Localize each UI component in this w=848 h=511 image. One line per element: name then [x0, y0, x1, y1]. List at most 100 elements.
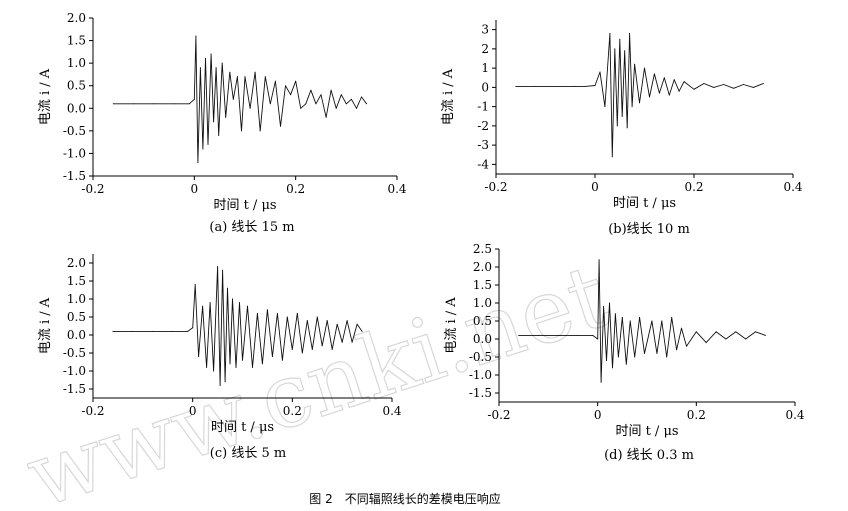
plot-b-y-tick-label: 2	[481, 42, 489, 56]
plot-b-data-point	[634, 63, 636, 65]
plot-b-data-point	[614, 48, 616, 50]
plot-c-data-point	[209, 302, 211, 304]
plot-c-x-tick-label: 0	[189, 404, 197, 418]
plot-d-data-point	[644, 352, 645, 354]
plot-a-y-tick-label: 2.0	[67, 11, 86, 25]
plot-a-series-line	[113, 35, 367, 163]
plot-d-y-label: 电流 i / A	[444, 297, 459, 354]
plot-c-data-point	[261, 363, 263, 365]
plot-b-data-point	[619, 38, 621, 40]
plot-a-data-point	[356, 107, 357, 109]
plot-a-data-point	[205, 58, 206, 60]
plot-b-data-point	[658, 92, 660, 94]
plot-a-data-point	[229, 71, 231, 73]
plot-b-data-point	[649, 96, 650, 98]
plot-c-data-point	[217, 266, 219, 268]
plot-c-data-point	[291, 348, 293, 350]
plot-c-data-point	[242, 359, 243, 361]
plot-c-y-tick-label: -1.5	[63, 382, 86, 396]
plot-b-data-point	[678, 90, 680, 92]
plot-d-data-point	[592, 334, 594, 336]
plot-d-data-point	[671, 316, 673, 318]
plot-b-y-tick-label: -3	[477, 138, 489, 152]
plot-a-data-point	[193, 98, 195, 100]
plot-c-data-point	[321, 345, 323, 347]
plot-b-data-point	[535, 85, 537, 87]
plot-c-data-point	[194, 284, 196, 286]
plot-c-data-point	[213, 370, 215, 372]
plot-a-y-tick-label: 0.0	[67, 101, 86, 115]
plot-a-data-point	[197, 162, 199, 163]
plot-c-data-point	[132, 330, 134, 332]
plot-d-caption: (d) 线长 0.3 m	[604, 448, 694, 463]
plot-d-x-tick-label: 0	[594, 408, 602, 422]
plot-a-data-point	[210, 53, 212, 55]
plot-c-data-point	[227, 287, 228, 289]
plot-a-y-tick-label: -0.5	[63, 124, 86, 138]
plot-d-series-line	[518, 259, 766, 383]
plot-d-data-point	[639, 316, 641, 318]
plot-a-data-point	[241, 130, 242, 132]
plot-b-data-point	[752, 86, 754, 88]
plot-d-data-point	[755, 331, 756, 333]
plot-a-data-point	[199, 67, 201, 69]
plot-a-data-point	[225, 116, 227, 118]
plot-d-y-tick-label: -1.0	[469, 368, 492, 382]
plot-c-data-point	[219, 384, 221, 386]
plot-d-data-point	[656, 352, 658, 354]
plot-b-data-point	[584, 85, 586, 87]
plot-a-data-point	[350, 98, 352, 100]
plot-a-data-point	[290, 94, 292, 96]
plot-a-data-point	[310, 89, 312, 91]
plot-b-data-point	[668, 94, 670, 96]
plot-c-data-point	[235, 366, 237, 368]
plot-d-data-point	[557, 334, 559, 336]
plot-a-y-tick-label: -1.5	[63, 169, 86, 183]
plot-a-data-point	[315, 103, 317, 105]
plot-b-data-point	[624, 50, 626, 52]
plot-a-data-point	[325, 116, 327, 118]
plot-c-data-point	[351, 341, 353, 343]
plot-d-data-point	[695, 331, 697, 333]
plot-b-data-point	[673, 79, 675, 81]
plot-a-data-point	[335, 107, 337, 109]
plot-b-data-point	[723, 84, 725, 85]
plot-d-data-point	[715, 331, 717, 333]
plot-d-y-tick-label: 0.0	[473, 332, 492, 346]
plot-b-data-point	[611, 156, 613, 158]
plot-b-x-tick-label: 0	[591, 180, 599, 194]
plot-b-data-point	[762, 83, 764, 84]
plot-a-data-point	[249, 107, 251, 109]
plot-b-y-label: 电流 i / A	[441, 68, 456, 125]
plot-a-data-point	[295, 80, 297, 82]
plot-b-y-tick-label: 1	[481, 61, 489, 75]
plot-c-x-tick-label: 0.2	[283, 404, 302, 418]
plot-c-data-point	[301, 352, 303, 354]
plot-a-x-label: 时间 t / μs	[213, 198, 276, 213]
plot-d-data-point	[609, 302, 610, 304]
plot-c-data-point	[346, 320, 348, 322]
plot-d-data-point	[598, 259, 600, 261]
plot-a-y-tick-label: 0.5	[67, 79, 86, 93]
plot-b-data-point	[683, 81, 685, 83]
plot-c-y-tick-label: -1.0	[63, 364, 86, 378]
plot-b-data-point	[644, 67, 645, 69]
plot-d-data-point	[735, 331, 737, 333]
plot-a-data-point	[361, 96, 362, 98]
plot-d-y-tick-label: 1.0	[473, 296, 492, 310]
plot-c-y-tick-label: 0.5	[67, 310, 86, 324]
plot-a-data-point	[195, 35, 197, 37]
plot-b-data-point	[554, 85, 556, 87]
plot-c-y-tick-label: 2.0	[67, 256, 86, 270]
plot-a-x-tick-label: 0.4	[387, 182, 406, 196]
plot-d-y-tick-label: 1.5	[473, 278, 492, 292]
plot-c-data-point	[232, 298, 233, 300]
plot-a-x-tick-label: 0.2	[286, 182, 305, 196]
plot-b-y-tick-label: -4	[477, 157, 489, 171]
plot-c-data-point	[198, 356, 200, 358]
plot-c-data-point	[247, 305, 248, 307]
plot-a-data-point	[340, 94, 342, 96]
plot-a-data-point	[133, 103, 134, 105]
plot-c-x-label: 时间 t / μs	[211, 420, 274, 435]
plot-a-data-point	[215, 67, 217, 69]
